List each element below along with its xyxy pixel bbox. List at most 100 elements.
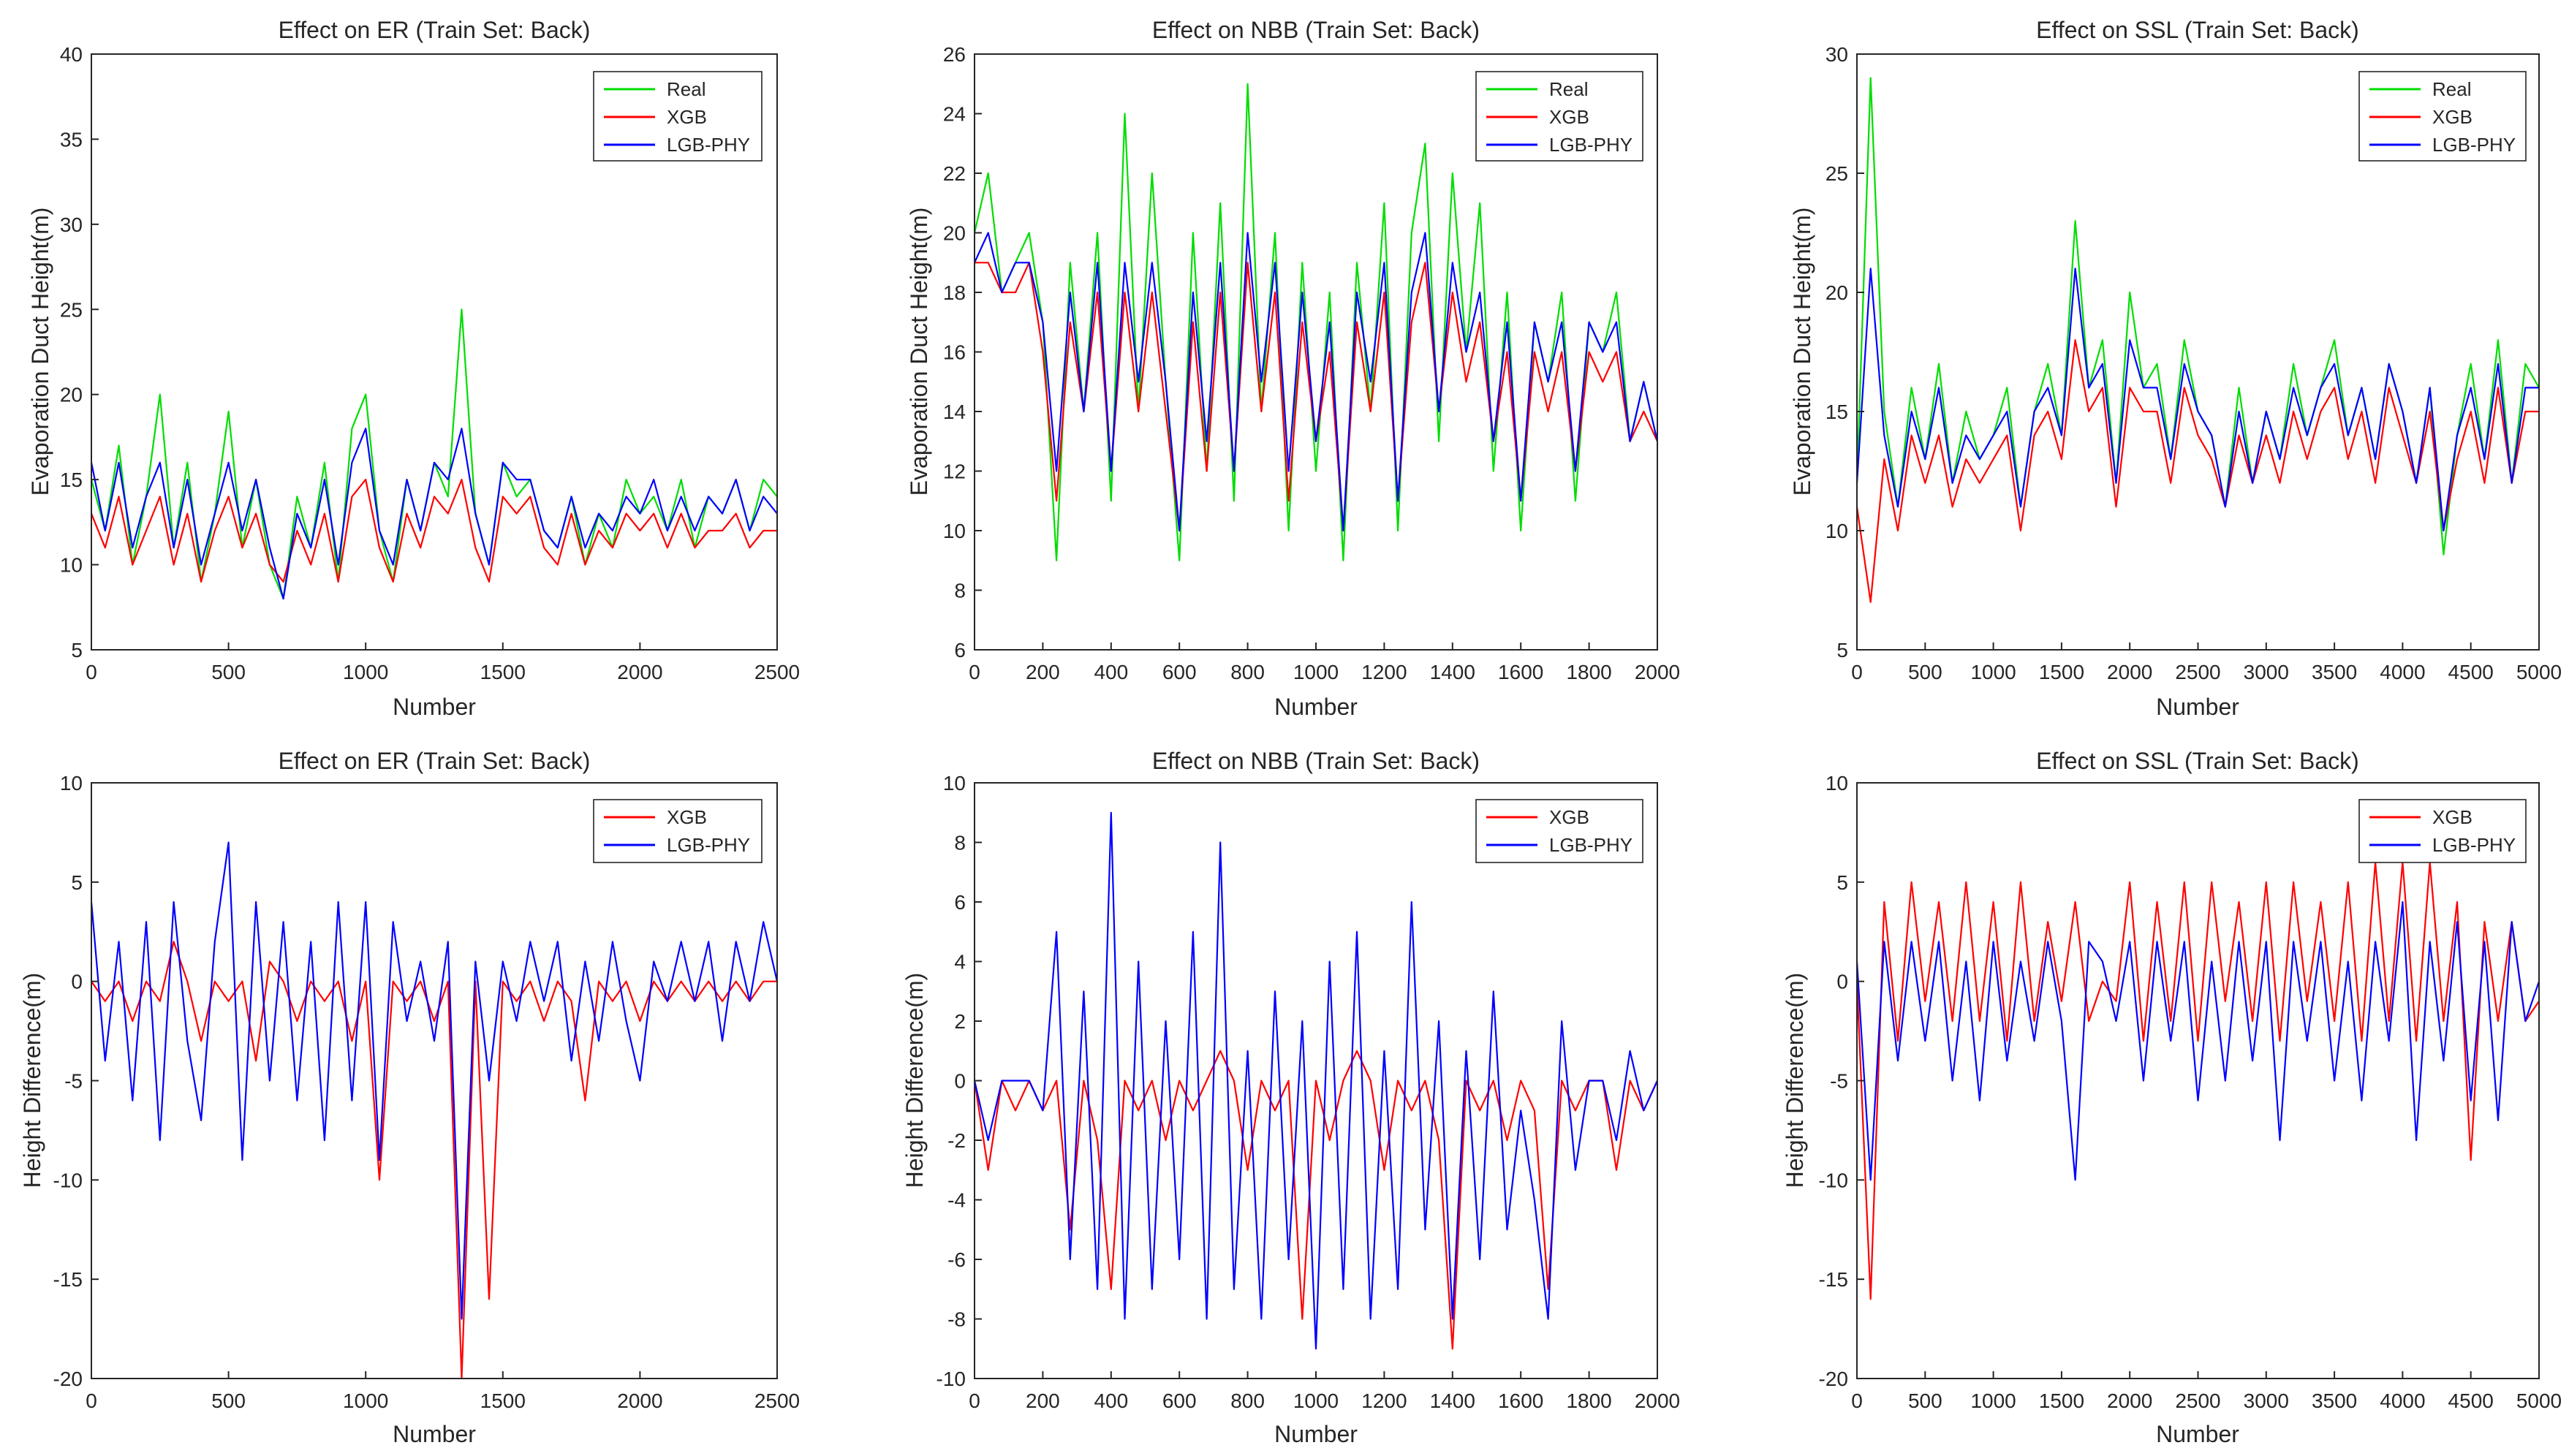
legend-label-real: Real bbox=[2432, 78, 2471, 100]
series-line-xgb bbox=[91, 941, 777, 1380]
plot bbox=[90, 841, 779, 1380]
series-line-lgb-phy bbox=[974, 232, 1659, 532]
y-tick-label: 15 bbox=[1825, 401, 1848, 423]
y-tick-label: 4 bbox=[954, 951, 966, 974]
x-tick-label: 500 bbox=[211, 661, 246, 683]
y-tick-label: -20 bbox=[53, 1368, 83, 1390]
x-tick-label: 800 bbox=[1230, 1389, 1265, 1412]
axes-box bbox=[1856, 782, 2540, 1379]
title: Effect on SSL (Train Set: Back) bbox=[2036, 17, 2359, 43]
panel-1: Effect on ER (Train Set: Back) Number Ev… bbox=[27, 17, 800, 720]
legend-label-real: Real bbox=[1549, 78, 1588, 100]
legend: Real XGB LGB-PHY bbox=[2358, 71, 2527, 162]
x-tick-label: 600 bbox=[1162, 1389, 1197, 1412]
x-tick-label: 500 bbox=[1908, 1389, 1942, 1412]
plot bbox=[973, 811, 1658, 1350]
x-tick-label: 5000 bbox=[2516, 661, 2562, 683]
series-line-lgb-phy bbox=[973, 811, 1658, 1350]
legend: XGB LGB-PHY bbox=[593, 799, 763, 863]
x-tick-label: 800 bbox=[1230, 661, 1265, 683]
x-tick-label: 1800 bbox=[1566, 661, 1611, 683]
title: Effect on ER (Train Set: Back) bbox=[279, 17, 591, 43]
x-tick-label: 1600 bbox=[1498, 661, 1543, 683]
plot bbox=[90, 308, 778, 600]
legend-label-xgb: XGB bbox=[1549, 106, 1589, 128]
y-tick-label: 26 bbox=[943, 43, 966, 66]
x-tick-label: 0 bbox=[1851, 1389, 1863, 1412]
series-line-xgb bbox=[1855, 339, 2539, 603]
x-tick-label: 2500 bbox=[2175, 661, 2220, 683]
plot bbox=[1855, 861, 2540, 1300]
y-axis-label: Evaporation Duct Height(m) bbox=[906, 208, 932, 496]
x-tick-label: 200 bbox=[1026, 1389, 1060, 1412]
x-tick-label: 0 bbox=[969, 661, 980, 683]
series-line-xgb bbox=[975, 262, 1658, 532]
x-tick-label: 4500 bbox=[2448, 1389, 2494, 1412]
y-tick-label: 0 bbox=[954, 1070, 966, 1093]
legend: Real XGB LGB-PHY bbox=[593, 71, 763, 162]
legend-label-xgb: XGB bbox=[2432, 106, 2472, 128]
x-tick-label: 5000 bbox=[2516, 1389, 2562, 1412]
y-tick-label: 20 bbox=[60, 384, 83, 406]
y-tick-label: 18 bbox=[943, 281, 966, 304]
y-tick-label: 8 bbox=[954, 580, 966, 602]
y-tick-label: 40 bbox=[60, 43, 83, 66]
x-tick-label: 200 bbox=[1026, 661, 1060, 683]
y-tick-label: 0 bbox=[1836, 971, 1848, 993]
x-tick-label: 2000 bbox=[2107, 661, 2152, 683]
legend: XGB LGB-PHY bbox=[2358, 799, 2527, 863]
x-tick-label: 1000 bbox=[1293, 1389, 1339, 1412]
title: Effect on NBB (Train Set: Back) bbox=[1152, 17, 1480, 43]
x-tick-label: 2000 bbox=[617, 661, 662, 683]
x-tick-label: 0 bbox=[86, 661, 97, 683]
x-tick-label: 1500 bbox=[2039, 661, 2084, 683]
x-axis-label: Number bbox=[393, 694, 476, 720]
x-tick-label: 2500 bbox=[754, 1389, 800, 1412]
x-tick-label: 1000 bbox=[343, 1389, 388, 1412]
y-tick-label: 10 bbox=[1825, 772, 1848, 795]
plot bbox=[973, 83, 1659, 561]
x-tick-label: 2000 bbox=[1635, 1389, 1680, 1412]
y-tick-label: 22 bbox=[943, 162, 966, 185]
x-tick-label: 0 bbox=[969, 1389, 980, 1412]
y-tick-label: 15 bbox=[60, 469, 83, 491]
panel-5: Effect on NBB (Train Set: Back) Number H… bbox=[901, 748, 1680, 1447]
y-axis-label: Evaporation Duct Height(m) bbox=[27, 208, 53, 496]
y-tick-label: -5 bbox=[64, 1070, 83, 1093]
x-tick-label: 0 bbox=[86, 1389, 97, 1412]
y-tick-label: 30 bbox=[1825, 43, 1848, 66]
x-tick-label: 4000 bbox=[2380, 661, 2425, 683]
y-tick-label: 20 bbox=[943, 222, 966, 245]
x-tick-label: 2000 bbox=[1635, 661, 1680, 683]
plot bbox=[1855, 77, 2540, 603]
series-line-xgb bbox=[973, 1050, 1658, 1350]
y-tick-label: 10 bbox=[60, 554, 83, 577]
y-tick-label: -10 bbox=[1819, 1169, 1848, 1191]
x-axis-label: Number bbox=[393, 1421, 476, 1447]
x-tick-label: 4500 bbox=[2448, 661, 2494, 683]
y-axis-label: Evaporation Duct Height(m) bbox=[1789, 208, 1815, 496]
legend-label-lgb-phy: LGB-PHY bbox=[2432, 834, 2516, 856]
series-line-lgb-phy bbox=[90, 428, 778, 600]
legend-label-real: Real bbox=[667, 78, 705, 100]
series-line-real bbox=[90, 308, 778, 600]
legend-box bbox=[1475, 799, 1643, 863]
y-tick-label: 5 bbox=[1836, 871, 1848, 894]
panel-6: Effect on SSL (Train Set: Back) Number H… bbox=[1782, 748, 2562, 1447]
y-tick-label: -20 bbox=[1819, 1368, 1848, 1390]
y-tick-label: 10 bbox=[1825, 520, 1848, 542]
y-tick-label: -10 bbox=[53, 1169, 83, 1191]
y-tick-label: 6 bbox=[954, 639, 966, 661]
legend-box bbox=[2358, 799, 2527, 863]
x-tick-label: 400 bbox=[1094, 1389, 1128, 1412]
x-tick-label: 1500 bbox=[480, 1389, 526, 1412]
x-tick-label: 1400 bbox=[1430, 661, 1475, 683]
x-tick-label: 500 bbox=[211, 1389, 246, 1412]
legend-label-lgb-phy: LGB-PHY bbox=[1549, 834, 1632, 856]
x-axis-label: Number bbox=[1274, 694, 1358, 720]
x-tick-label: 1600 bbox=[1498, 1389, 1543, 1412]
series-line-lgb-phy bbox=[1855, 268, 2539, 532]
y-axis-label: Height Difference(m) bbox=[19, 973, 45, 1188]
x-tick-label: 2000 bbox=[617, 1389, 662, 1412]
y-tick-label: 25 bbox=[1825, 162, 1848, 185]
